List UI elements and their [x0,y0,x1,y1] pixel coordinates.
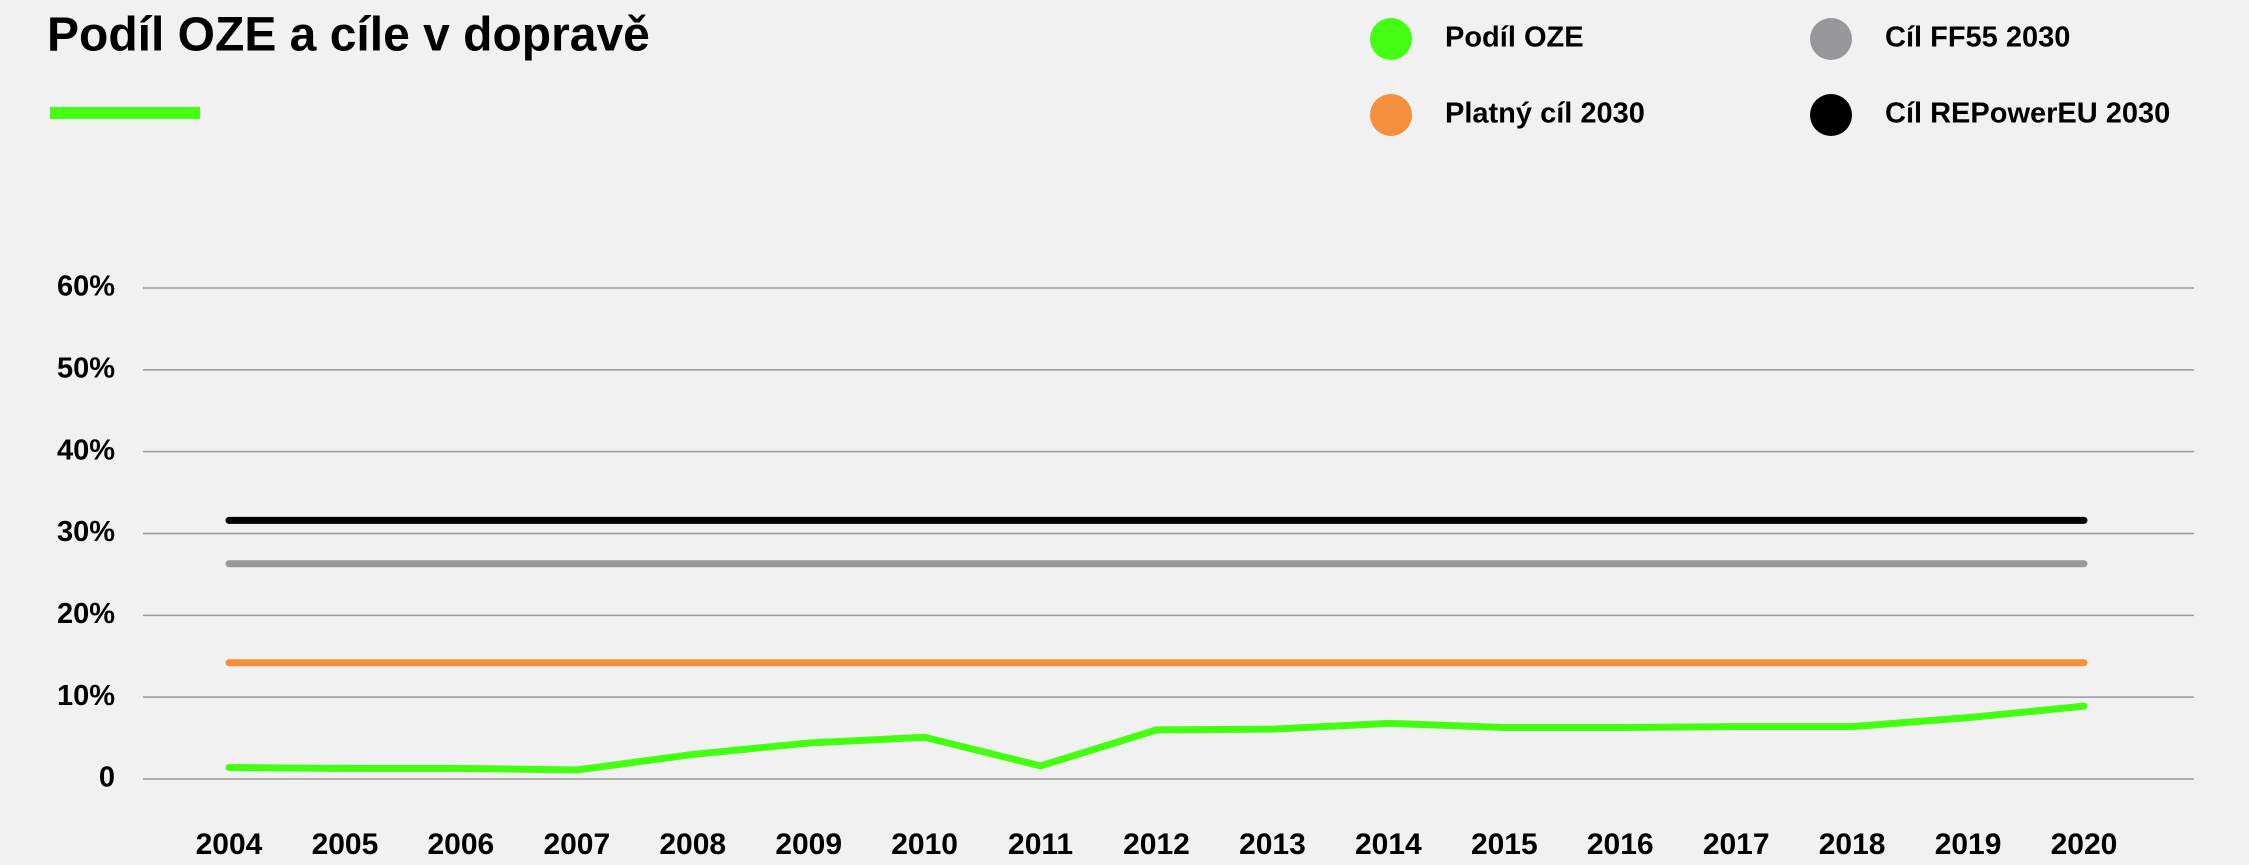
series-line [225,702,2088,774]
legend-swatch [1370,18,1412,60]
legend-label: Cíl FF55 2030 [1885,22,2070,54]
x-tick-label: 2019 [1935,828,2002,861]
chart-title: Podíl OZE a cíle v dopravě [47,9,650,62]
x-tick-label: 2011 [1008,828,1073,861]
legend-swatch [1810,94,1852,136]
x-tick-label: 2013 [1239,828,1306,861]
x-tick-label: 2010 [891,828,958,861]
legend-swatch [1370,94,1412,136]
x-tick-label: 2017 [1703,828,1770,861]
x-tick-label: 2008 [659,828,726,861]
title-underline [50,107,200,119]
legend-label: Podíl OZE [1445,22,1584,54]
y-tick-label: 50% [57,352,115,384]
legend-label: Platný cíl 2030 [1445,98,1645,130]
y-tick-label: 20% [57,598,115,630]
legend-swatch [1810,18,1852,60]
y-tick-label: 0 [99,762,115,794]
x-tick-label: 2004 [196,828,263,861]
x-tick-label: 2007 [543,828,610,861]
legend-label: Cíl REPowerEU 2030 [1885,98,2170,130]
x-tick-label: 2015 [1471,828,1538,861]
x-tick-label: 2012 [1123,828,1190,861]
y-tick-label: 60% [57,271,115,303]
x-tick-label: 2009 [775,828,842,861]
x-tick-label: 2020 [2051,828,2118,861]
x-tick-label: 2016 [1587,828,1654,861]
y-tick-label: 10% [57,680,115,712]
x-tick-label: 2014 [1355,828,1422,861]
x-tick-label: 2006 [428,828,495,861]
y-tick-label: 30% [57,516,115,548]
y-tick-label: 40% [57,434,115,466]
x-tick-label: 2018 [1819,828,1886,861]
x-tick-label: 2005 [312,828,379,861]
